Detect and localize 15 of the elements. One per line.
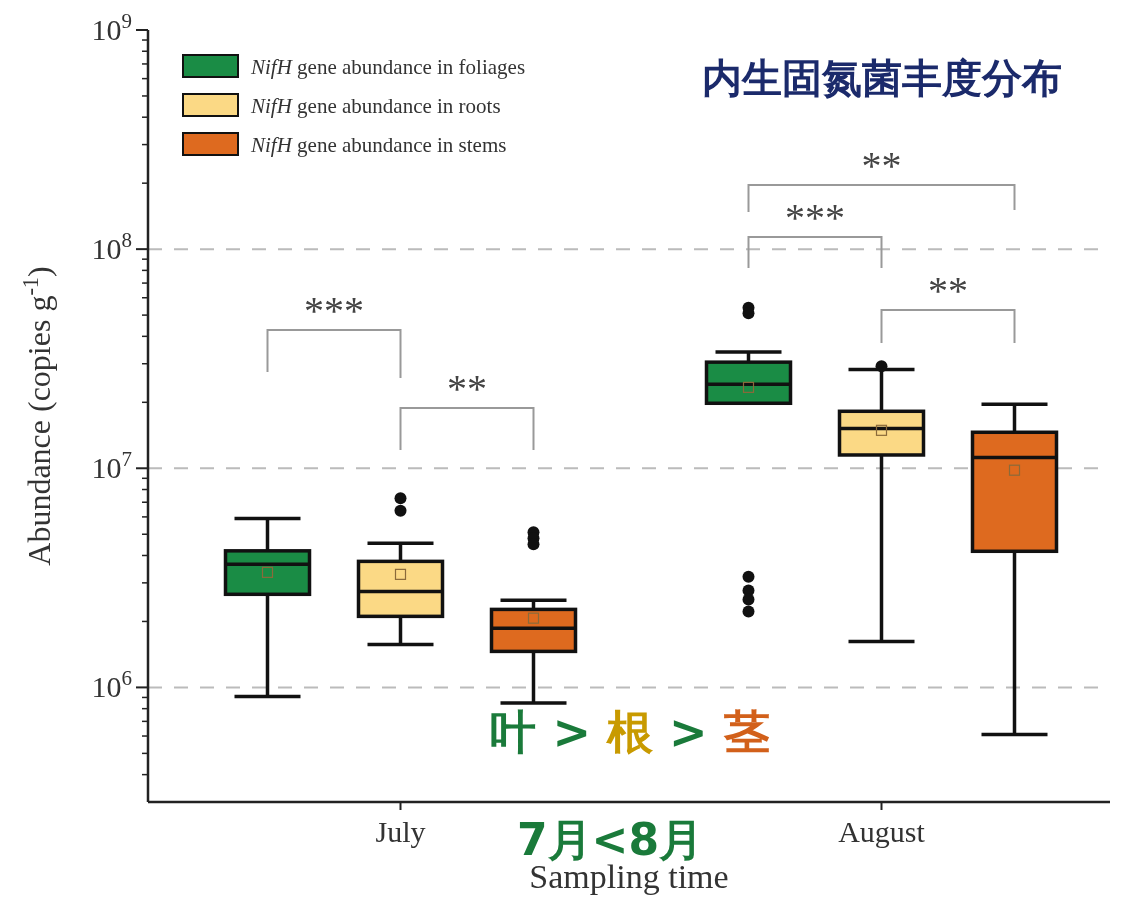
y-tick-label: 10$^{6}$	[91, 666, 132, 704]
y-tick-label: 10$^{7}$	[91, 447, 132, 485]
x-tick-label: July	[375, 815, 426, 848]
legend-label: NifH gene abundance in foliages	[250, 55, 526, 79]
annotation: **	[928, 268, 968, 313]
legend-label: NifH gene abundance in roots	[250, 94, 501, 118]
x-tick-label: August	[838, 815, 926, 848]
y-tick-label: 10$^{9}$	[91, 9, 132, 46]
annotation: **	[861, 143, 902, 188]
annotation: **	[447, 366, 487, 411]
legend-label: NifH gene abundance in stems	[250, 133, 507, 157]
text: 内生固氮菌丰度分布	[702, 55, 1062, 101]
y-tick-label: 10$^{8}$	[91, 228, 132, 266]
annotation: ***	[304, 288, 364, 333]
annotation: 叶 > 根 > 茎	[490, 705, 770, 759]
